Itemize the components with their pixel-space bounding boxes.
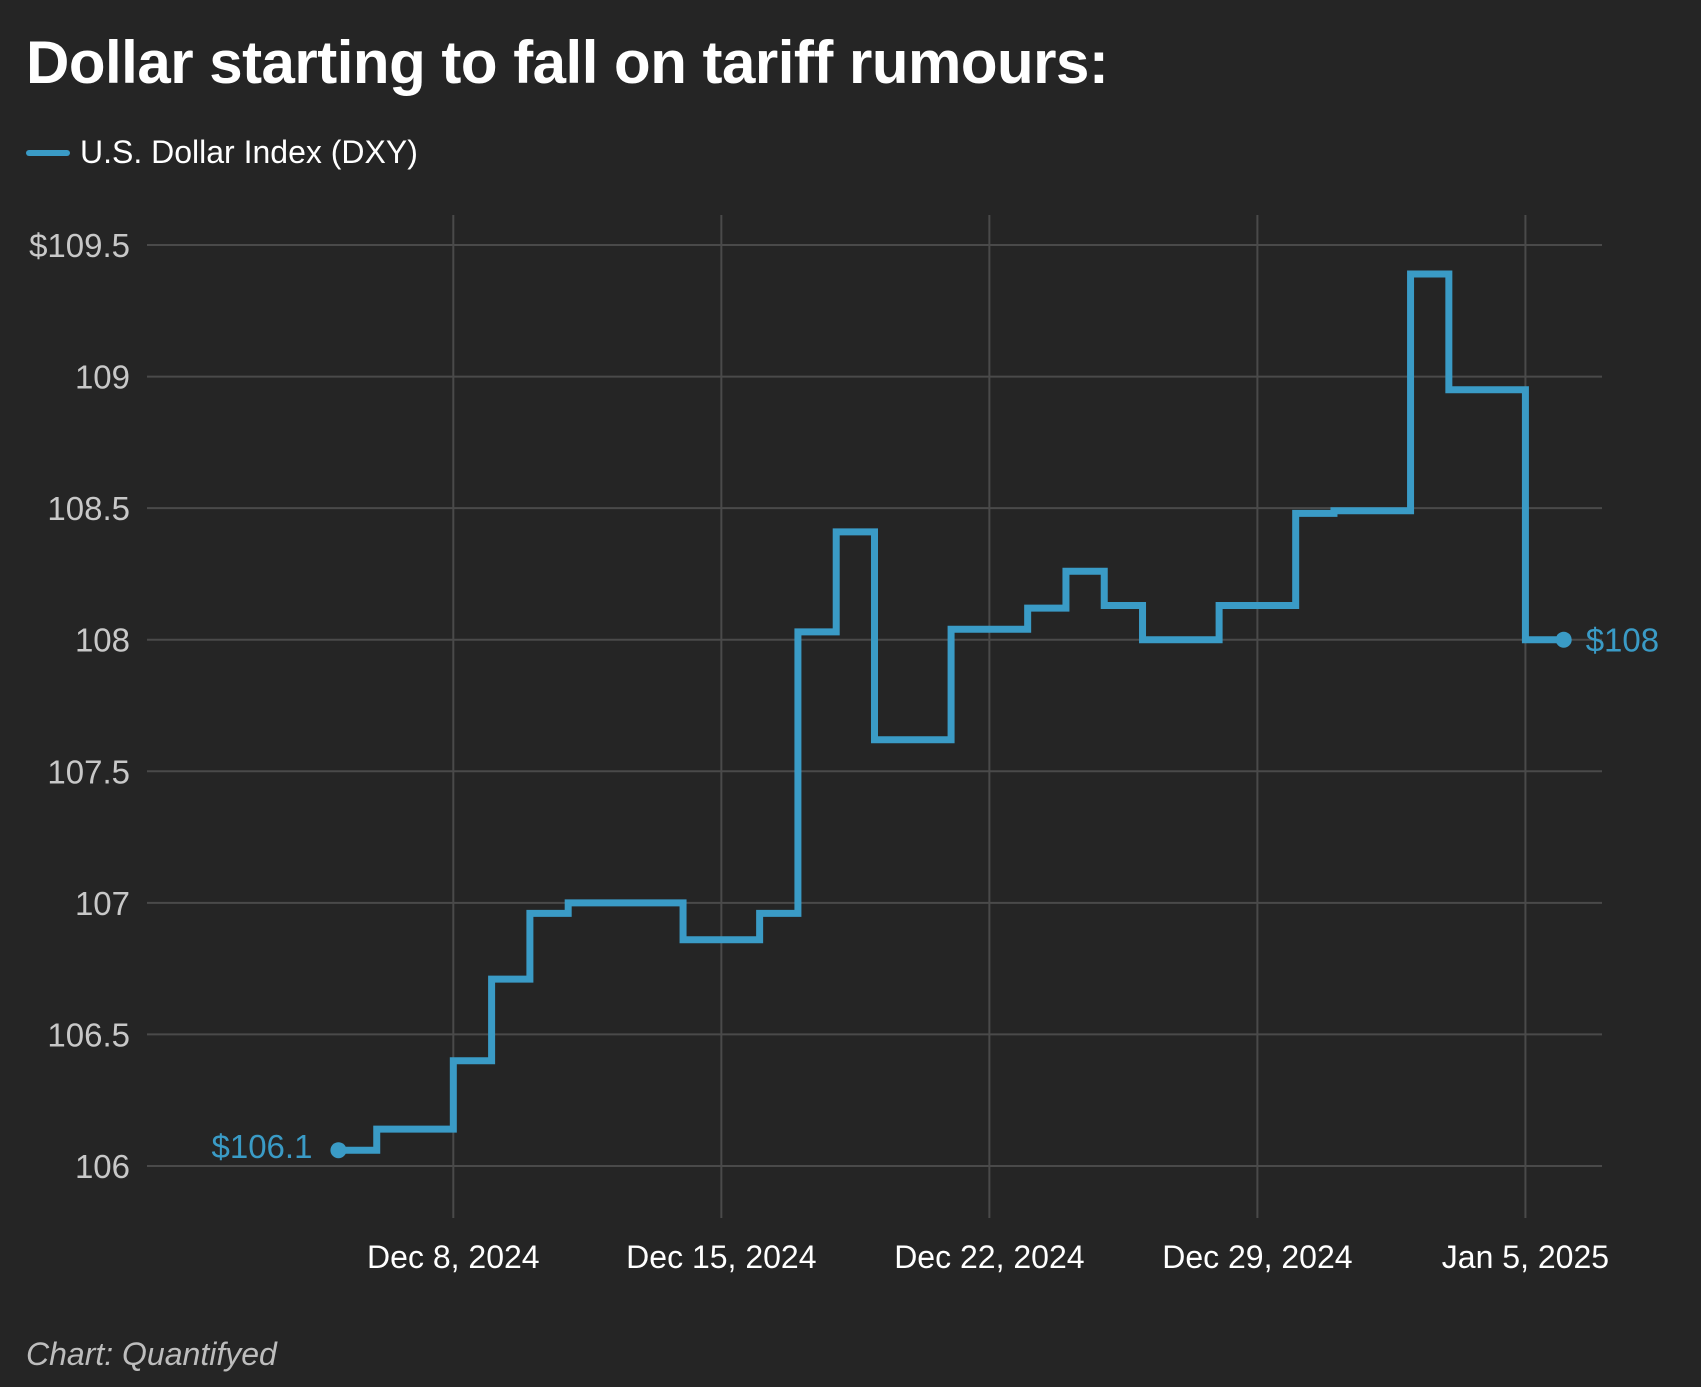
source-note: Chart: Quantifyed [26,1336,277,1372]
legend: U.S. Dollar Index (DXY) [26,134,418,171]
x-tick-label: Jan 5, 2025 [1442,1239,1609,1275]
end-value-label: $108 [1586,622,1659,659]
start-value-label: $106.1 [212,1128,313,1165]
series-line-dxy [338,270,1564,1154]
x-tick-label: Dec 22, 2024 [894,1239,1084,1275]
x-tick-label: Dec 29, 2024 [1162,1239,1352,1275]
legend-swatch [26,149,70,156]
legend-label: U.S. Dollar Index (DXY) [80,134,418,170]
end-point-marker [1555,631,1572,648]
y-tick-label: 107 [75,885,130,922]
y-tick-label: $109.5 [29,227,130,264]
y-tick-label: 109 [75,359,130,396]
x-tick-label: Dec 15, 2024 [626,1239,816,1275]
y-tick-label: 106 [75,1148,130,1185]
start-point-marker [330,1142,347,1159]
y-tick-label: 108.5 [47,490,130,527]
y-tick-label: 108 [75,622,130,659]
chart-title: Dollar starting to fall on tariff rumour… [26,29,1109,96]
y-tick-label: 107.5 [47,753,130,790]
x-tick-label: Dec 8, 2024 [367,1239,540,1275]
y-tick-label: 106.5 [47,1016,130,1053]
